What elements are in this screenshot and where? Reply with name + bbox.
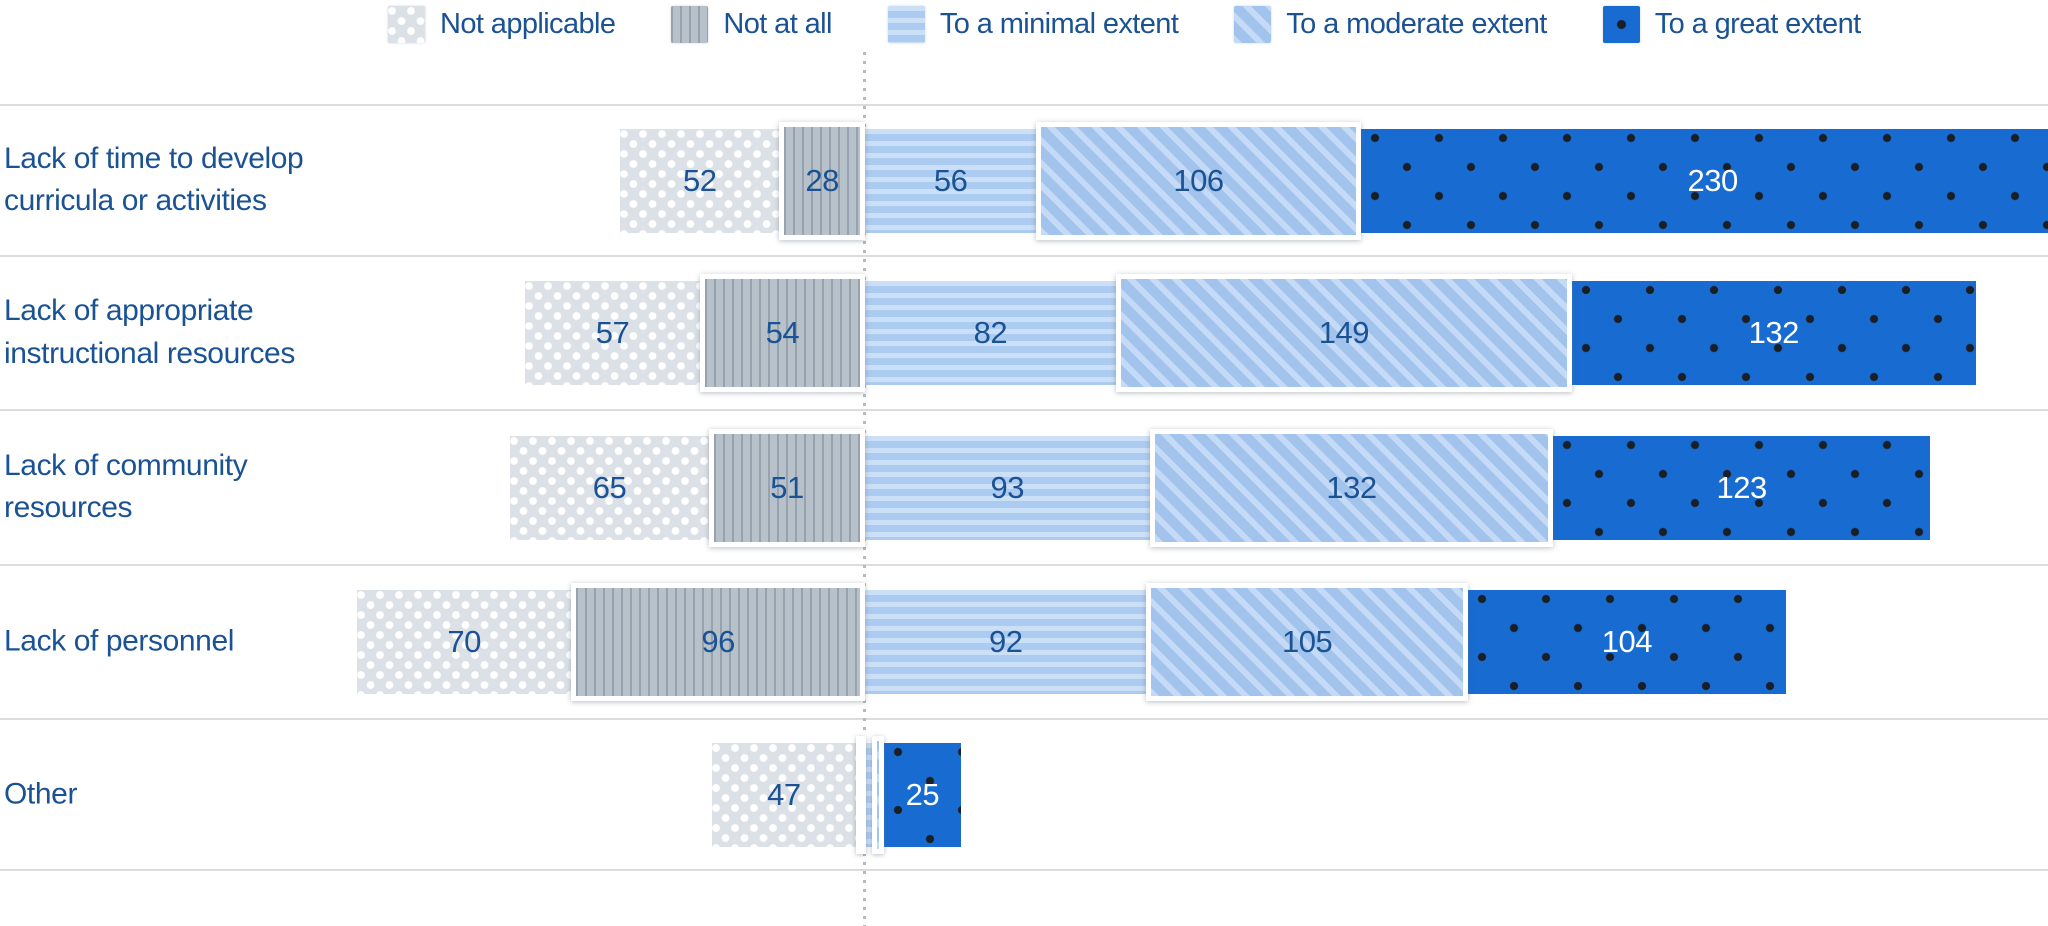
bar-segment-blue-horizontal-stripes: 93 — [864, 435, 1150, 540]
gray-vertical-stripes-swatch-icon — [671, 5, 709, 43]
legend-item-label: To a great extent — [1654, 7, 1861, 40]
segment-value-label: 92 — [988, 624, 1023, 659]
row-separator-line — [0, 564, 2048, 566]
segment-value-label: 51 — [770, 469, 804, 505]
bar-segment-blue-horizontal-stripes — [865, 742, 872, 847]
bar-segment-blue-horizontal-stripes: 82 — [864, 281, 1116, 385]
bar-segment-gray-vertical-stripes — [855, 735, 866, 854]
legend-item: Not applicable — [388, 5, 616, 43]
bar-row: 70 96 92 105 104 — [357, 583, 1787, 701]
bar-segment-blue-diagonal-stripes: 149 — [1115, 274, 1572, 392]
white-dots-on-gray-swatch-icon — [388, 5, 425, 43]
bar-segment-white-dots-on-gray: 70 — [357, 590, 572, 694]
bar-segment-solid-blue-black-dots: 25 — [884, 742, 961, 847]
bar-segment-solid-blue-black-dots: 104 — [1467, 590, 1787, 694]
bar-segment-gray-vertical-stripes: 51 — [708, 428, 865, 547]
bar-segment-solid-blue-black-dots: 230 — [1360, 128, 2048, 233]
legend-item-label: To a moderate extent — [1286, 7, 1547, 40]
legend-item-label: Not at all — [723, 7, 832, 40]
segment-value-label: 57 — [595, 315, 630, 350]
bar-segment-gray-vertical-stripes: 96 — [571, 583, 865, 701]
category-label: Other — [4, 777, 78, 811]
bar-segment-gray-vertical-stripes: 54 — [699, 274, 865, 392]
blue-diagonal-stripes-swatch-icon — [1234, 5, 1272, 43]
row-separator-line — [0, 104, 2048, 106]
category-label: Lack of appropriate instructional resour… — [4, 294, 295, 370]
bar-row: 57 54 82 149 132 — [525, 274, 1976, 392]
row-separator-line — [0, 718, 2048, 720]
segment-value-label: 123 — [1716, 469, 1768, 505]
legend-item: To a minimal extent — [887, 5, 1179, 43]
bar-segment-white-dots-on-gray: 47 — [712, 742, 856, 847]
category-label: Lack of time to develop curricula or act… — [4, 141, 304, 218]
bar-segment-gray-vertical-stripes: 28 — [779, 121, 865, 240]
segment-value-label: 230 — [1687, 162, 1738, 198]
legend-item: Not at all — [671, 5, 832, 43]
legend-item: To a great extent — [1602, 5, 1861, 43]
segment-value-label: 105 — [1282, 624, 1333, 659]
solid-blue-black-dots-swatch-icon — [1602, 5, 1640, 43]
bar-segment-white-dots-on-gray: 57 — [525, 281, 700, 385]
segment-value-label: 70 — [447, 624, 481, 659]
segment-value-label: 93 — [990, 469, 1025, 505]
segment-value-label: 132 — [1326, 469, 1377, 505]
bar-segment-blue-diagonal-stripes — [871, 735, 885, 854]
blue-horizontal-stripes-swatch-icon — [887, 5, 925, 43]
category-label: Lack of personnel — [4, 624, 235, 658]
segment-value-label: 104 — [1601, 624, 1653, 659]
chart-legend: Not applicable Not at all To a minimal ext… — [388, 1, 1861, 47]
bar-segment-white-dots-on-gray: 52 — [620, 128, 780, 233]
bar-segment-solid-blue-black-dots: 132 — [1571, 281, 1976, 385]
bar-segment-blue-horizontal-stripes: 92 — [864, 590, 1147, 694]
bar-segment-white-dots-on-gray: 65 — [510, 435, 709, 540]
segment-value-label: 96 — [701, 624, 735, 659]
bar-segment-solid-blue-black-dots: 123 — [1553, 435, 1930, 540]
bar-segment-blue-horizontal-stripes: 56 — [864, 128, 1037, 233]
bar-row: 65 51 93 132 123 — [510, 428, 1930, 547]
segment-value-label: 149 — [1318, 315, 1370, 350]
category-label: Lack of community resources — [4, 448, 248, 525]
segment-value-label: 25 — [905, 776, 940, 812]
bar-segment-blue-diagonal-stripes: 132 — [1149, 428, 1554, 547]
segment-value-label: 47 — [767, 776, 801, 812]
segment-value-label: 65 — [592, 469, 627, 505]
segment-value-label: 52 — [683, 162, 717, 198]
segment-value-label: 28 — [805, 162, 839, 198]
segment-value-label: 132 — [1748, 315, 1800, 350]
bar-row: 52 28 56 106 230 — [620, 121, 2048, 240]
bar-segment-blue-diagonal-stripes: 105 — [1146, 583, 1468, 701]
bar-segment-blue-diagonal-stripes: 106 — [1036, 121, 1361, 240]
bar-row: 47 25 — [712, 735, 961, 854]
legend-item-label: Not applicable — [440, 7, 616, 40]
row-separator-line — [0, 409, 2048, 411]
legend-item-label: To a minimal extent — [939, 7, 1179, 40]
segment-value-label: 54 — [765, 315, 800, 350]
row-separator-line — [0, 255, 2048, 257]
segment-value-label: 106 — [1173, 162, 1224, 198]
legend-item: To a moderate extent — [1234, 5, 1547, 43]
row-separator-line — [0, 869, 2048, 871]
segment-value-label: 56 — [933, 162, 968, 198]
segment-value-label: 82 — [973, 315, 1008, 350]
